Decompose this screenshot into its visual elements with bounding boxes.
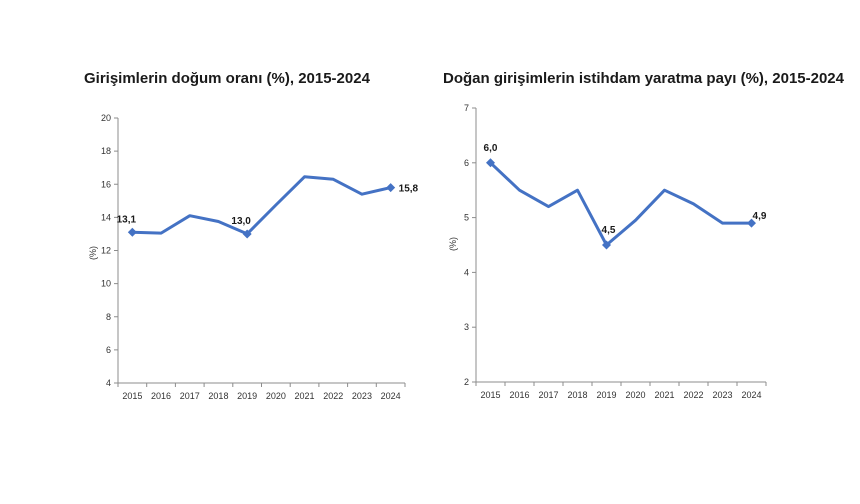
x-tick-label: 2019 [596, 390, 616, 400]
y-tick-label: 2 [464, 377, 469, 387]
y-tick-label: 4 [464, 267, 469, 277]
x-tick-label: 2024 [381, 391, 401, 401]
data-point-marker [127, 227, 137, 237]
y-tick-label: 10 [101, 279, 111, 289]
x-tick-label: 2023 [352, 391, 372, 401]
data-point-marker [386, 183, 396, 193]
y-tick-label: 18 [101, 146, 111, 156]
x-tick-label: 2016 [151, 391, 171, 401]
y-tick-label: 7 [464, 103, 469, 113]
chart-title-employment-share: Doğan girişimlerin istihdam yaratma payı… [443, 70, 844, 87]
x-tick-label: 2020 [625, 390, 645, 400]
series-line [489, 161, 753, 247]
data-label: 13,1 [117, 214, 137, 225]
x-tick-label: 2018 [567, 390, 587, 400]
x-tick-label: 2021 [295, 391, 315, 401]
chart-title-birth-rate: Girişimlerin doğum oranı (%), 2015-2024 [84, 70, 370, 87]
y-axis-label: (%) [448, 237, 458, 251]
x-tick-label: 2024 [741, 390, 761, 400]
x-tick-label: 2017 [180, 391, 200, 401]
series-line [130, 175, 393, 236]
y-tick-label: 20 [101, 113, 111, 123]
data-point-marker [486, 158, 495, 168]
x-tick-label: 2023 [712, 390, 732, 400]
y-tick-label: 6 [106, 345, 111, 355]
x-tick-label: 2021 [654, 390, 674, 400]
data-point-marker [242, 229, 252, 239]
x-tick-label: 2019 [237, 391, 257, 401]
data-label: 4,9 [753, 211, 767, 222]
data-label: 6,0 [484, 143, 498, 154]
birth-rate-line-chart: 4 6 8 10 12 14 16 18 20 2015 2016 2017 2018 2019 2020 2… [88, 113, 419, 401]
data-point-marker [747, 218, 756, 228]
x-tick-label: 2015 [480, 390, 500, 400]
y-tick-label: 3 [464, 322, 469, 332]
x-tick-label: 2017 [538, 390, 558, 400]
y-tick-label: 6 [464, 158, 469, 168]
data-label: 13,0 [231, 216, 251, 227]
x-tick-label: 2015 [122, 391, 142, 401]
x-tick-label: 2016 [509, 390, 529, 400]
data-point-marker [602, 240, 611, 250]
x-tick-label: 2020 [266, 391, 286, 401]
x-tick-label: 2022 [323, 391, 343, 401]
x-tick-label: 2018 [208, 391, 228, 401]
x-tick-label: 2022 [683, 390, 703, 400]
y-tick-label: 16 [101, 179, 111, 189]
y-tick-label: 8 [106, 312, 111, 322]
y-tick-label: 14 [101, 212, 111, 222]
data-label: 4,5 [602, 225, 616, 236]
y-tick-label: 12 [101, 246, 111, 256]
y-tick-label: 4 [106, 378, 111, 388]
y-tick-label: 5 [464, 213, 469, 223]
data-label: 15,8 [399, 184, 419, 195]
y-axis-label: (%) [88, 246, 98, 260]
